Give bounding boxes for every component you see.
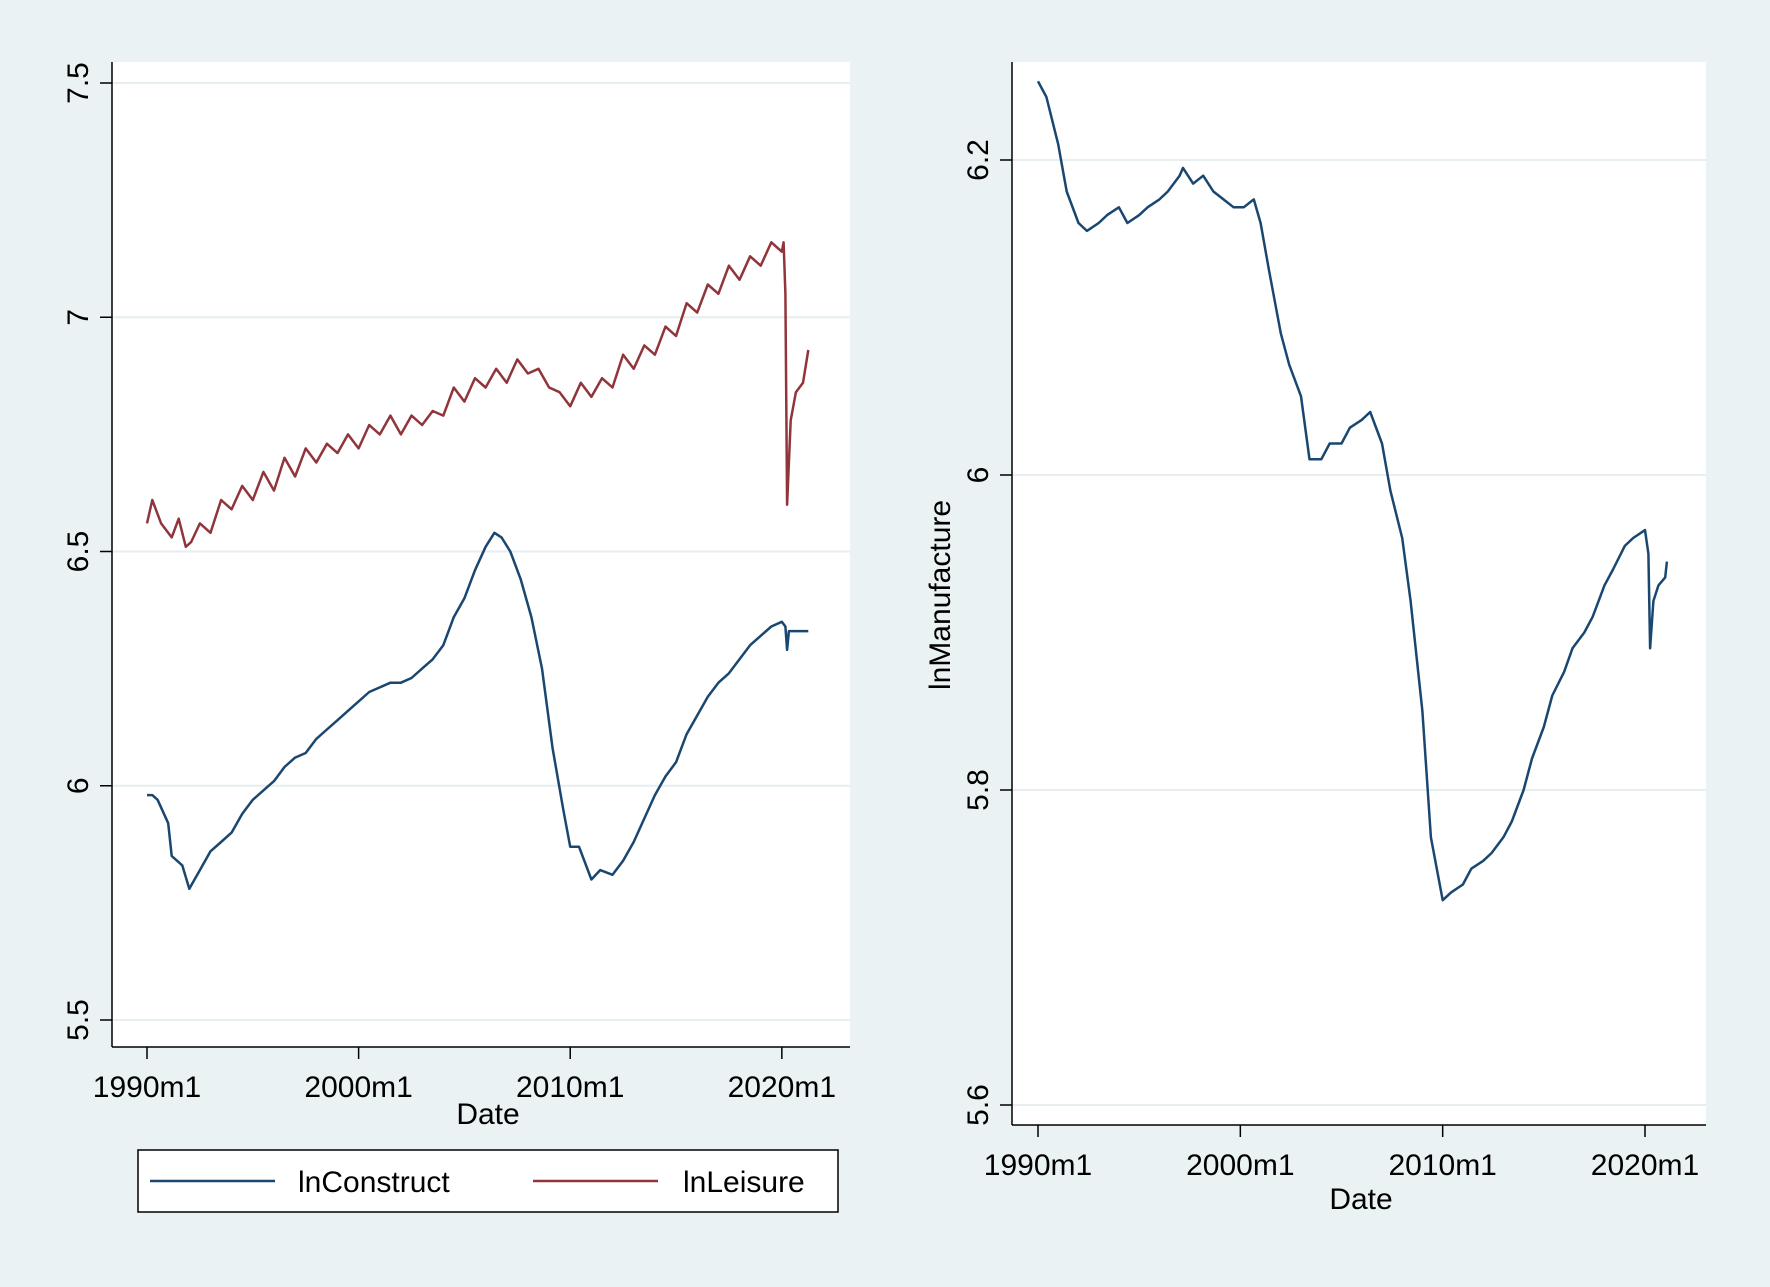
y-tick-label: 7.5 — [62, 62, 95, 104]
left-x-axis-title: Date — [456, 1098, 519, 1131]
y-tick-label: 5.8 — [962, 769, 995, 811]
chart-right: 5.6 5.8 6 6.2 1990m1 2000m1 2010m1 2020m1 lnMa… — [924, 62, 1706, 1216]
legend: lnConstruct lnLeisure — [137, 1149, 839, 1213]
right-y-axis-title: lnManufacture — [924, 500, 957, 690]
x-tick-label: 2010m1 — [516, 1071, 624, 1104]
legend-label-lnleisure: lnLeisure — [683, 1166, 805, 1199]
x-tick-label: 2010m1 — [1388, 1149, 1496, 1182]
right-y-ticks: 5.6 5.8 6 6.2 — [962, 139, 1012, 1126]
left-x-ticks: 1990m1 2000m1 2010m1 2020m1 — [93, 1047, 836, 1104]
y-tick-label: 5.6 — [962, 1084, 995, 1126]
x-tick-label: 2000m1 — [304, 1071, 412, 1104]
y-tick-label: 6.5 — [62, 531, 95, 573]
left-y-ticks: 5.5 6 6.5 7 7.5 — [62, 62, 112, 1041]
x-tick-label: 1990m1 — [984, 1149, 1092, 1182]
left-series — [145, 241, 810, 891]
right-x-ticks: 1990m1 2000m1 2010m1 2020m1 — [984, 1125, 1699, 1182]
y-tick-label: 6 — [962, 467, 995, 484]
y-tick-label: 5.5 — [62, 999, 95, 1041]
right-gridlines — [1012, 159, 1706, 1106]
series-line-lnconstruct — [147, 531, 809, 891]
right-series — [1036, 80, 1669, 902]
y-tick-label: 6 — [62, 777, 95, 794]
y-tick-label: 6.2 — [962, 139, 995, 181]
x-tick-label: 2000m1 — [1186, 1149, 1294, 1182]
legend-label-lnconstruct: lnConstruct — [298, 1166, 450, 1199]
left-gridlines — [112, 82, 850, 1021]
x-tick-label: 1990m1 — [93, 1071, 201, 1104]
x-tick-label: 2020m1 — [728, 1071, 836, 1104]
series-line-lnleisure — [145, 241, 810, 549]
plot-area-right — [1012, 62, 1706, 1125]
right-x-axis-title: Date — [1329, 1183, 1392, 1216]
chart-left: 5.5 6 6.5 7 7.5 1990m1 2000m1 2010m1 2020m1 Dat… — [62, 62, 850, 1213]
series-line-lnmanufacture — [1036, 80, 1669, 902]
x-tick-label: 2020m1 — [1591, 1149, 1699, 1182]
y-tick-label: 7 — [62, 309, 95, 326]
